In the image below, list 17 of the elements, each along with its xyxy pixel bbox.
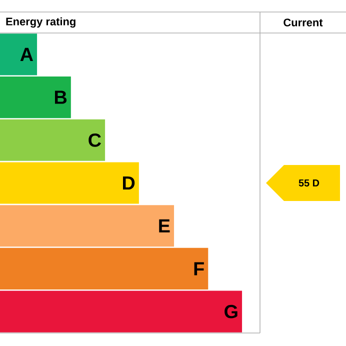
- y-tick-label: E: [159, 219, 170, 232]
- text: Current: [284, 18, 323, 26]
- bar: [0, 76, 71, 118]
- bar: [0, 162, 139, 204]
- y-tick-label: C: [88, 133, 101, 147]
- y-tick-label: B: [54, 90, 67, 104]
- bar: [0, 119, 106, 161]
- chart-title: Energy rating: [6, 17, 76, 28]
- bar: [0, 290, 242, 332]
- y-tick-label: A: [20, 48, 34, 61]
- bar: [0, 205, 174, 247]
- text: 55 D: [298, 180, 320, 186]
- bar: [0, 34, 38, 76]
- y-tick-label: D: [123, 176, 135, 190]
- y-tick-label: F: [194, 262, 204, 276]
- y-tick-label: G: [224, 304, 238, 318]
- bar: [0, 248, 208, 290]
